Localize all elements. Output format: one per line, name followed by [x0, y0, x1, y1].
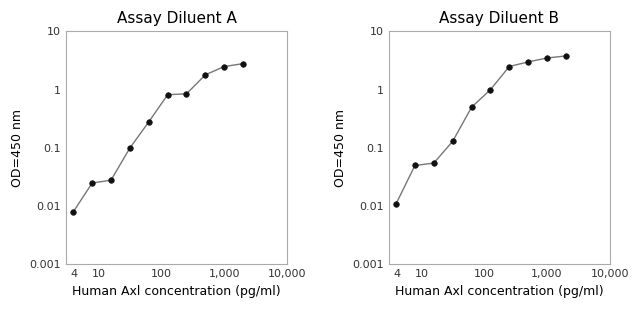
Y-axis label: OD=450 nm: OD=450 nm	[334, 109, 347, 187]
Y-axis label: OD=450 nm: OD=450 nm	[11, 109, 24, 187]
X-axis label: Human Axl concentration (pg/ml): Human Axl concentration (pg/ml)	[395, 285, 604, 298]
Title: Assay Diluent A: Assay Diluent A	[116, 11, 236, 26]
Title: Assay Diluent B: Assay Diluent B	[439, 11, 559, 26]
X-axis label: Human Axl concentration (pg/ml): Human Axl concentration (pg/ml)	[72, 285, 281, 298]
